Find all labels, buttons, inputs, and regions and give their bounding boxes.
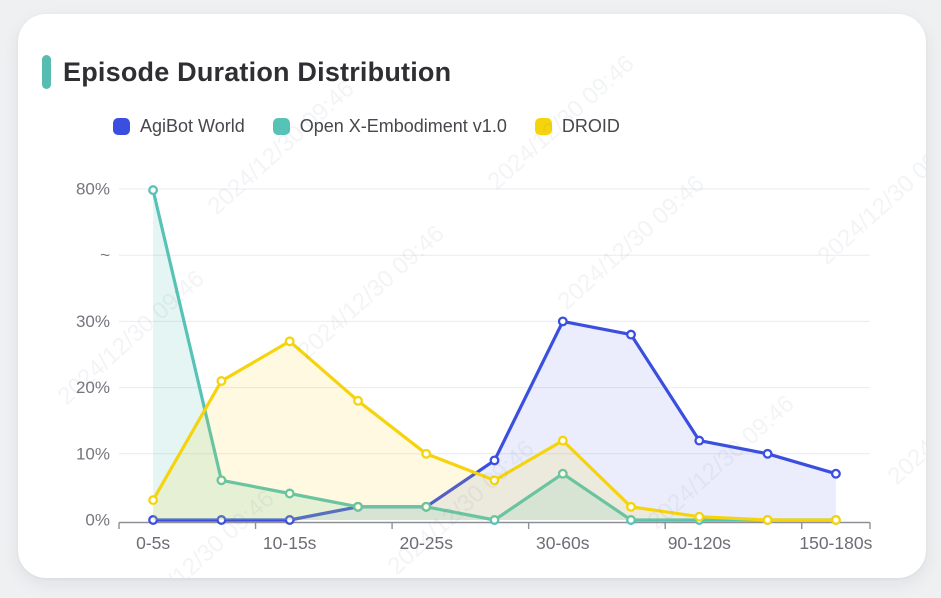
episode-duration-chart: 0% 10% 20% 30% ~80% 0-5s 10-15s 20-25s 30-60s 90-…: [76, 180, 873, 554]
title-accent-bar: [42, 55, 51, 89]
legend-item-droid[interactable]: DROID: [534, 116, 620, 137]
data-point-open-x-embodiment-v1-0-30-60s[interactable]: [557, 468, 568, 479]
data-point-agibot-world-10-15s[interactable]: [284, 515, 295, 525]
data-point-droid-60-90s[interactable]: [626, 501, 636, 512]
y-axis-label: ~: [100, 246, 110, 265]
data-point-agibot-world-5-10s[interactable]: [216, 515, 227, 525]
card-header: Episode Duration Distribution: [42, 55, 451, 89]
series-area-agibot-world: [153, 321, 836, 520]
legend-item-label: Open X-Embodiment v1.0: [299, 116, 507, 136]
y-axis-label: 0%: [85, 511, 110, 530]
data-point-droid-150-180s[interactable]: [830, 515, 841, 525]
data-point-open-x-embodiment-v1-0-5-10s[interactable]: [216, 475, 227, 486]
data-point-droid-0-5s[interactable]: [148, 495, 159, 506]
series-area-droid: [153, 341, 836, 520]
data-point-open-x-embodiment-v1-0-25-30s[interactable]: [489, 515, 500, 525]
data-point-agibot-world-0-5s[interactable]: [148, 515, 159, 525]
legend-swatch-icon: [272, 118, 290, 135]
x-axis-label: 90-120s: [668, 533, 731, 553]
data-point-agibot-world-30-60s[interactable]: [557, 316, 568, 327]
data-point-open-x-embodiment-v1-0-0-5s[interactable]: [148, 185, 159, 196]
legend-item-open-x-embodiment-v1-0[interactable]: Open X-Embodiment v1.0: [272, 116, 507, 137]
legend-item-agibot-world[interactable]: AgiBot World: [113, 116, 245, 137]
data-point-droid-25-30s[interactable]: [489, 475, 500, 486]
data-point-open-x-embodiment-v1-0-20-25s[interactable]: [421, 501, 432, 512]
data-point-droid-90-120s[interactable]: [694, 511, 705, 522]
data-point-droid-30-60s[interactable]: [557, 435, 568, 446]
data-point-droid-10-15s[interactable]: [284, 336, 295, 347]
data-point-open-x-embodiment-v1-0-15-20s[interactable]: [353, 501, 363, 512]
series-droid: [148, 336, 841, 525]
series-area-open-x-embodiment-v1-0: [153, 190, 836, 520]
y-axis-label: 30%: [76, 312, 110, 331]
x-axis-labels: 0-5s 10-15s 20-25s 30-60s 90-120s 150-180s: [136, 533, 872, 553]
x-axis-label: 0-5s: [136, 533, 170, 553]
x-axis-label: 10-15s: [263, 533, 317, 553]
legend-swatch-icon: [113, 118, 130, 135]
data-point-droid-5-10s[interactable]: [216, 376, 227, 386]
x-axis-label: 30-60s: [536, 533, 590, 553]
legend-item-label: DROID: [561, 116, 620, 136]
data-point-open-x-embodiment-v1-0-10-15s[interactable]: [284, 488, 295, 499]
y-axis-labels: 0% 10% 20% 30% ~80%: [76, 180, 110, 530]
legend-item-label: AgiBot World: [140, 116, 245, 136]
data-point-droid-120-150s[interactable]: [762, 515, 773, 525]
data-point-droid-15-20s[interactable]: [353, 395, 363, 406]
x-axis-label: 150-180s: [799, 533, 872, 553]
y-axis-label: 80%: [76, 180, 110, 199]
data-point-open-x-embodiment-v1-0-60-90s[interactable]: [626, 515, 636, 525]
data-point-agibot-world-150-180s[interactable]: [830, 468, 841, 479]
data-point-droid-20-25s[interactable]: [421, 448, 432, 459]
page-title: Episode Duration Distribution: [63, 56, 452, 87]
data-point-agibot-world-60-90s[interactable]: [626, 329, 636, 340]
y-axis-label: 20%: [76, 378, 110, 397]
y-axis-label: 10%: [76, 444, 110, 463]
x-axis-label: 20-25s: [399, 533, 453, 553]
data-point-agibot-world-120-150s[interactable]: [762, 448, 773, 459]
chart-legend: AgiBot World Open X-Embodiment v1.0 DROID: [113, 116, 620, 137]
chart-card: Episode Duration Distribution AgiBot Wor…: [18, 14, 926, 578]
grid-lines: [119, 188, 870, 455]
data-point-agibot-world-25-30s[interactable]: [489, 455, 500, 466]
legend-swatch-icon: [534, 118, 552, 135]
data-point-agibot-world-90-120s[interactable]: [694, 435, 705, 446]
